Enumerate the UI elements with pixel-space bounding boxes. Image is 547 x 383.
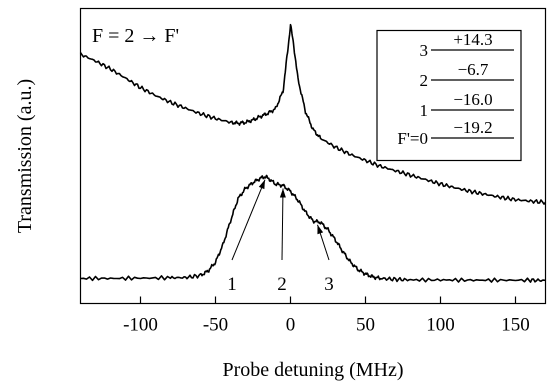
level-value: +14.3 [453,30,492,49]
curves [79,23,547,283]
level-label: 2 [420,71,429,90]
peak-annotations: 1 2 3 [227,179,334,295]
plot-frame [79,7,547,305]
peak-arrow [231,179,266,261]
x-axis-tick-labels: -100 -50 0 50 100 150 [123,315,530,336]
peak-arrowhead [279,188,286,198]
peak-label: 1 [227,274,237,295]
peak-label: 3 [324,274,334,295]
level-label: 3 [420,41,429,60]
level-label: F'=0 [397,129,428,148]
peak-arrowhead [258,179,265,190]
level-table: 3 +14.3 2 −6.7 1 −16.0 F'=0 −19.2 [376,29,522,162]
series-line [80,174,546,283]
level-label: 1 [420,101,429,120]
x-axis-ticks [139,296,517,304]
level-value: −19.2 [453,118,492,137]
y-axis-title: Transmission (a.u.) [14,79,36,233]
x-tick-label: 100 [426,315,455,336]
peak-arrow [281,188,284,261]
x-tick-label: -100 [123,315,158,336]
peak-arrowhead [317,224,324,235]
annotation-title: F = 2 → F' [92,25,179,47]
level-value: −6.7 [458,60,489,79]
series-line [79,23,547,205]
x-tick-label: 50 [356,315,375,336]
level-table-box [376,29,522,162]
x-tick-label: 150 [501,315,530,336]
x-tick-label: 0 [286,315,296,336]
x-axis-title: Probe detuning (MHz) [222,359,403,381]
peak-label: 2 [277,274,287,295]
x-tick-label: -50 [203,315,228,336]
level-value: −16.0 [453,90,492,109]
